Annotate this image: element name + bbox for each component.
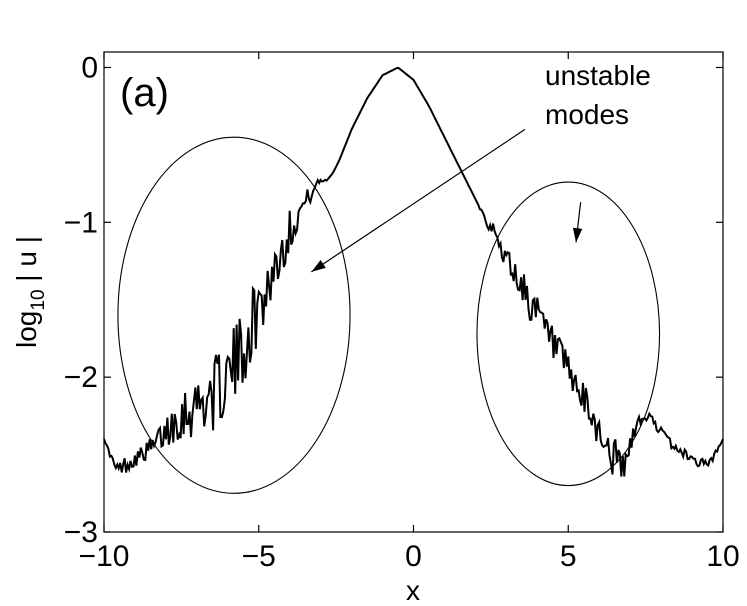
plot-area [103,51,724,533]
x-tick-label: −10 [79,540,130,573]
y-axis-title-main: log [11,311,42,348]
annotation-arrow-head [572,227,583,243]
annotation-arrow-head [311,260,326,272]
data-series-line [103,66,724,477]
x-tick-label: 5 [560,540,577,573]
unstable-region-ellipse [476,181,661,487]
x-tick-label: 10 [706,540,739,573]
x-tick-labels: −10 −5 0 5 10 [79,540,740,573]
y-tick-label: −2 [64,361,98,394]
ellipse-annotations [117,136,661,494]
annotation-line-2: modes [545,99,629,130]
y-axis-title-rest: | u | [11,236,42,289]
x-axis-title: x [406,575,420,606]
y-axis-title-subscript: 10 [28,289,49,310]
panel-label: (a) [120,71,169,115]
axis-ticks [103,52,724,533]
annotation-arrows [311,128,583,273]
y-tick-label: 0 [81,51,98,84]
y-tick-labels: 0 −1 −2 −3 [64,51,98,549]
x-tick-label: −5 [242,540,276,573]
y-tick-label: −1 [64,206,98,239]
y-tick-label: −3 [64,516,98,549]
annotation-arrow-shaft [311,128,526,273]
x-tick-label: 0 [405,540,422,573]
y-axis-title: log10 | u | [11,236,49,348]
annotation-line-1: unstable [545,60,651,91]
unstable-region-ellipse [117,136,351,494]
